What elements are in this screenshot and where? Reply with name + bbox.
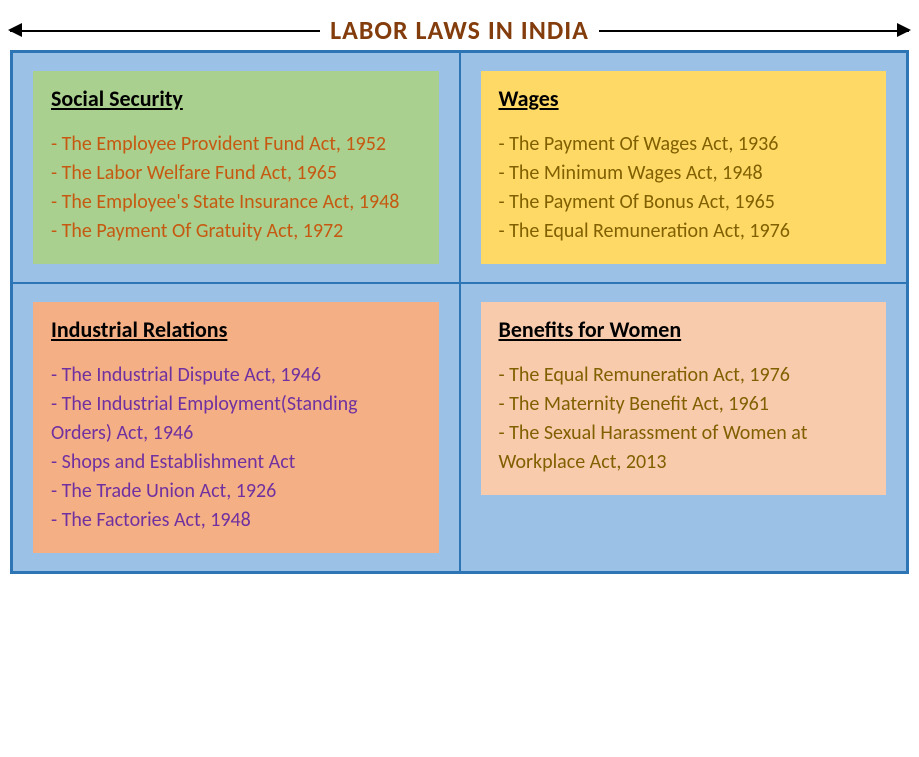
main-title: LABOR LAWS IN INDIA (320, 14, 599, 46)
card-item: - The Payment Of Gratuity Act, 1972 (51, 217, 421, 246)
card-title: Social Security (51, 85, 421, 112)
card-title: Industrial Relations (51, 316, 421, 343)
card-benefits-women: Benefits for Women - The Equal Remunerat… (481, 302, 887, 495)
card-items: - The Employee Provident Fund Act, 1952-… (51, 130, 421, 246)
title-row: LABOR LAWS IN INDIA (10, 10, 909, 50)
card-items: - The Equal Remuneration Act, 1976- The … (499, 361, 869, 477)
infographic-container: LABOR LAWS IN INDIA Social Security - Th… (10, 10, 909, 574)
card-social-security: Social Security - The Employee Provident… (33, 71, 439, 264)
card-item: - The Sexual Harassment of Women at Work… (499, 419, 869, 477)
cell-industrial-relations: Industrial Relations - The Industrial Di… (12, 283, 460, 572)
arrow-left-icon (8, 23, 22, 37)
card-title: Benefits for Women (499, 316, 869, 343)
card-title: Wages (499, 85, 869, 112)
cell-social-security: Social Security - The Employee Provident… (12, 52, 460, 283)
card-item: - Shops and Establishment Act (51, 448, 421, 477)
card-item: - The Factories Act, 1948 (51, 506, 421, 535)
card-item: - The Maternity Benefit Act, 1961 (499, 390, 869, 419)
card-item: - The Payment Of Bonus Act, 1965 (499, 188, 869, 217)
card-item: - The Payment Of Wages Act, 1936 (499, 130, 869, 159)
card-items: - The Payment Of Wages Act, 1936- The Mi… (499, 130, 869, 246)
card-item: - The Employee's State Insurance Act, 19… (51, 188, 421, 217)
cell-benefits-women: Benefits for Women - The Equal Remunerat… (460, 283, 908, 572)
arrow-right-icon (897, 23, 911, 37)
card-item: - The Equal Remuneration Act, 1976 (499, 217, 869, 246)
card-item: - The Industrial Employment(Standing Ord… (51, 390, 421, 448)
card-item: - The Industrial Dispute Act, 1946 (51, 361, 421, 390)
card-items: - The Industrial Dispute Act, 1946- The … (51, 361, 421, 535)
cell-wages: Wages - The Payment Of Wages Act, 1936- … (460, 52, 908, 283)
card-item: - The Minimum Wages Act, 1948 (499, 159, 869, 188)
card-item: - The Labor Welfare Fund Act, 1965 (51, 159, 421, 188)
card-wages: Wages - The Payment Of Wages Act, 1936- … (481, 71, 887, 264)
card-item: - The Employee Provident Fund Act, 1952 (51, 130, 421, 159)
card-industrial-relations: Industrial Relations - The Industrial Di… (33, 302, 439, 553)
cards-grid: Social Security - The Employee Provident… (10, 50, 909, 574)
card-item: - The Equal Remuneration Act, 1976 (499, 361, 869, 390)
card-item: - The Trade Union Act, 1926 (51, 477, 421, 506)
